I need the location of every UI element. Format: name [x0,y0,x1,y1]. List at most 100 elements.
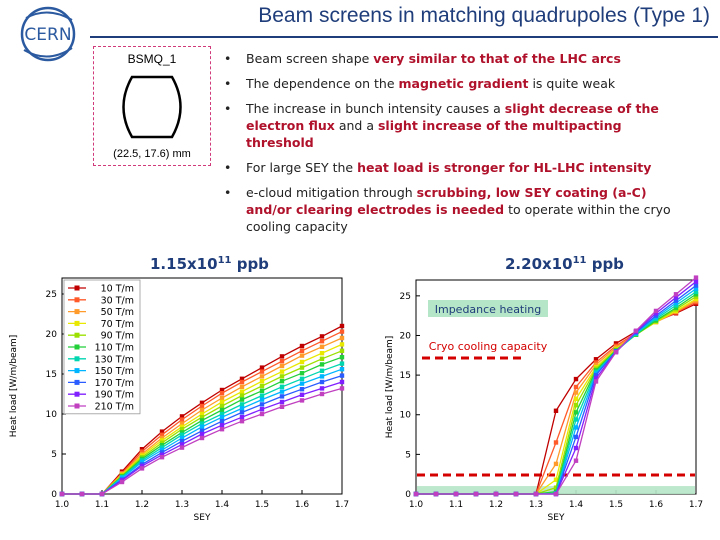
intensity-right-unit: ppb [586,255,624,273]
data-point [259,393,265,398]
cern-logo: CERN [20,6,76,62]
bullet-highlight: scrubbing, low SEY coating (a-C) and/or … [246,185,647,217]
data-point [239,402,245,407]
data-point [299,371,305,376]
data-point [319,391,325,397]
legend-entry: 190 T/m [95,390,134,401]
intensity-right-exp: 11 [572,255,587,266]
data-point [219,399,225,405]
data-point [139,447,145,452]
x-tick-label: 1.4 [215,500,230,510]
cern-logo-text: CERN [24,25,71,45]
data-point [693,294,699,299]
bullet-text: to operate within the cryo cooling capac… [246,202,671,234]
data-point [179,424,185,429]
data-point [339,386,345,391]
x-tick-label: 1.5 [255,500,269,510]
data-point [279,379,285,384]
data-point [279,369,285,374]
data-point [219,415,225,420]
data-point [219,411,225,417]
data-point [59,491,65,497]
bullet-highlight: slight decrease of the electron flux [246,101,659,133]
legend-entry: 210 T/m [95,402,134,413]
legend-entry: 110 T/m [95,343,134,354]
data-point [613,341,619,346]
data-point [199,400,205,405]
data-point [159,440,165,445]
data-point [553,477,559,482]
data-point [239,419,245,424]
data-point [593,376,599,381]
data-point [693,275,699,280]
x-tick-label: 1.0 [409,500,424,510]
data-point [239,376,245,381]
bullet-text: e-cloud mitigation through [246,185,417,200]
data-point [673,295,679,300]
data-point [553,461,559,467]
data-point [139,449,145,454]
x-tick-label: 1.1 [95,500,109,510]
legend-swatch-marker [74,285,80,291]
data-point [319,339,325,344]
bullet-text: For large SEY the [246,160,358,175]
bullet-text: is quite weak [528,76,616,91]
data-point [179,442,185,447]
data-point [673,292,679,297]
data-point [573,396,579,402]
bullet-highlight: heat load is stronger for HL-LHC intensi… [357,160,652,175]
y-tick-label: 10 [46,410,58,420]
intensity-left-base: 1.15x10 [150,255,218,273]
data-point [199,415,205,420]
bullet-highlight: slight increase of the multipacting thre… [246,118,622,150]
data-point [573,445,579,451]
data-point [219,407,225,413]
data-point [513,491,519,497]
data-point [693,289,699,295]
data-point [339,367,345,372]
data-point [573,384,579,390]
data-point [319,362,325,367]
data-point [119,479,125,485]
data-point [179,445,185,450]
data-point [673,298,679,303]
intensity-left-unit: ppb [231,255,269,273]
data-point [319,368,325,373]
data-point [199,411,205,417]
legend-swatch-marker [74,368,80,374]
data-point [179,421,185,426]
x-axis-label: SEY [194,513,211,523]
data-point [413,491,419,497]
x-tick-label: 1.7 [335,500,349,510]
intensity-label-right: 2.20x1011 ppb [505,255,624,273]
data-point [199,428,205,433]
data-point [179,435,185,441]
data-point [259,407,265,412]
data-point [299,392,305,397]
data-point [279,404,285,409]
data-point [259,374,265,379]
data-point [299,387,305,392]
data-point [593,357,599,362]
x-tick-label: 1.7 [689,500,703,510]
data-point [573,417,579,422]
page-title: Beam screens in matching quadrupoles (Ty… [258,4,710,27]
data-point [299,343,305,349]
data-point [573,434,579,440]
data-point [593,372,599,378]
y-tick-label: 15 [400,371,411,381]
impedance-heating-label-bg [428,300,548,317]
data-point [553,408,559,413]
cryo-capacity-label-bg [424,336,554,354]
data-point [159,447,165,453]
data-point [693,283,699,288]
bullet-text: and a [334,118,378,133]
data-point [299,359,305,365]
legend-swatch-marker [74,309,80,315]
x-tick-label: 1.6 [295,500,310,510]
data-point [179,439,185,444]
data-point [259,383,265,389]
data-point [179,432,185,437]
y-axis-label: Heat load [W/m/beam] [9,335,19,438]
data-point [259,365,265,370]
